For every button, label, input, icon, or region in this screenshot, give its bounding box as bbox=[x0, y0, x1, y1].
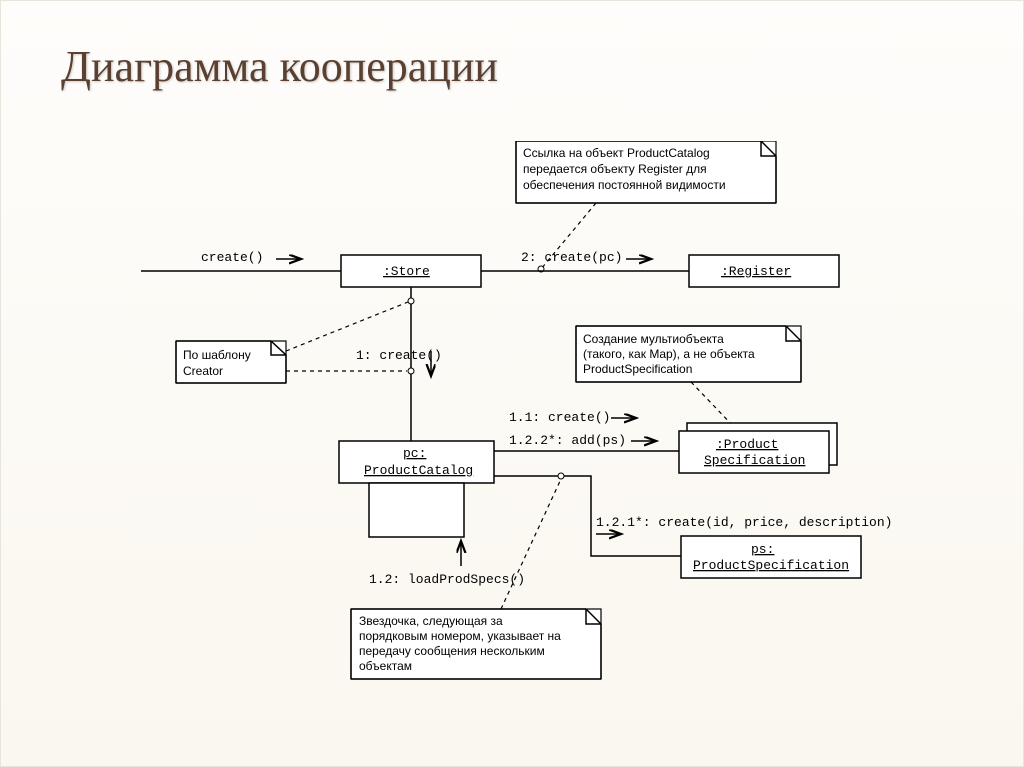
slide-title: Диаграмма кооперации bbox=[61, 41, 498, 92]
note-line: объектам bbox=[359, 659, 412, 673]
self-link-box bbox=[369, 483, 464, 537]
object-product-catalog: pc: ProductCatalog bbox=[339, 441, 494, 483]
collaboration-diagram: Ссылка на объект ProductCatalog передает… bbox=[121, 141, 921, 721]
object-store-label: :Store bbox=[383, 264, 430, 279]
object-ps: ps: ProductSpecification bbox=[681, 536, 861, 578]
object-prodspec-label2: Specification bbox=[704, 453, 805, 468]
diagram-container: Ссылка на объект ProductCatalog передает… bbox=[121, 141, 921, 726]
msg-create11: 1.1: create() bbox=[509, 410, 610, 425]
note-line: Создание мультиобъекта bbox=[583, 332, 724, 346]
note-line: передачу сообщения нескольким bbox=[359, 644, 545, 658]
object-store: :Store bbox=[341, 255, 481, 287]
msg-create121: 1.2.1*: create(id, price, description) bbox=[596, 515, 892, 530]
note-line: Ссылка на объект ProductCatalog bbox=[523, 146, 710, 160]
msg-create1: 1: create() bbox=[356, 348, 442, 363]
note-anchor bbox=[691, 382, 736, 429]
note-line: (такого, как Map), а не объекта bbox=[583, 347, 755, 361]
msg-load: 1.2: loadProdSpecs() bbox=[369, 572, 525, 587]
object-ps-label2: ProductSpecification bbox=[693, 558, 849, 573]
object-pc-label2: ProductCatalog bbox=[364, 463, 473, 478]
object-pc-label1: pc: bbox=[403, 446, 426, 461]
note-line: порядковым номером, указывает на bbox=[359, 629, 561, 643]
object-ps-label1: ps: bbox=[751, 542, 774, 557]
note-line: Creator bbox=[183, 364, 223, 378]
anchor-dot bbox=[408, 368, 414, 374]
note-line: Звездочка, следующая за bbox=[359, 614, 503, 628]
note-line: обеспечения постоянной видимости bbox=[523, 178, 726, 192]
note-line: ProductSpecification bbox=[583, 362, 692, 376]
anchor-dot bbox=[558, 473, 564, 479]
note-catalog-visibility: Ссылка на объект ProductCatalog передает… bbox=[516, 141, 776, 203]
object-register: :Register bbox=[689, 255, 839, 287]
slide: Диаграмма кооперации Ссылка на объект Pr… bbox=[0, 0, 1024, 767]
note-anchor bbox=[286, 302, 408, 351]
note-creator: По шаблону Creator bbox=[176, 341, 286, 383]
note-multiobject: Создание мультиобъекта (такого, как Map)… bbox=[576, 326, 801, 382]
note-asterisk: Звездочка, следующая за порядковым номер… bbox=[351, 609, 601, 679]
msg-create-pc: 2: create(pc) bbox=[521, 250, 622, 265]
msg-add-ps: 1.2.2*: add(ps) bbox=[509, 433, 626, 448]
note-anchor bbox=[501, 479, 561, 609]
note-line: передается объекту Register для bbox=[523, 162, 707, 176]
object-product-specification-multi: :Product Specification bbox=[679, 423, 837, 473]
msg-create-in: create() bbox=[201, 250, 263, 265]
note-line: По шаблону bbox=[183, 348, 251, 362]
object-register-label: :Register bbox=[721, 264, 791, 279]
anchor-dot bbox=[408, 298, 414, 304]
object-prodspec-label1: :Product bbox=[716, 437, 778, 452]
